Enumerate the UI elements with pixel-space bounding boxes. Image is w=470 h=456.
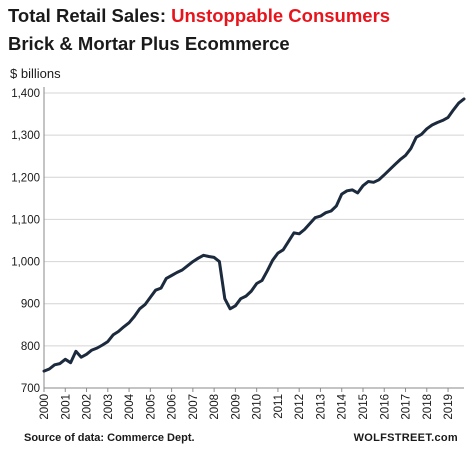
x-tick-label: 2017	[401, 394, 413, 420]
x-tick-label: 2006	[167, 394, 179, 420]
x-tick-label: 2008	[209, 394, 221, 420]
x-tick-label: 2001	[60, 394, 72, 420]
x-tick-label: 2019	[443, 394, 455, 420]
x-tick-label: 2003	[103, 394, 115, 420]
x-tick-label: 2007	[188, 394, 200, 420]
x-tick-label: 2014	[337, 393, 349, 419]
y-tick-label: 1,100	[11, 214, 40, 226]
x-tick-label: 2013	[315, 394, 327, 420]
x-tick-label: 2016	[379, 394, 391, 420]
x-tick-label: 2002	[82, 394, 94, 420]
y-axis-unit-label: $ billions	[10, 66, 61, 81]
y-tick-label: 1,300	[11, 130, 40, 142]
title-prefix: Total Retail Sales:	[8, 5, 166, 26]
y-tick-label: 700	[21, 383, 40, 395]
y-tick-label: 1,000	[11, 257, 40, 269]
chart-subtitle: Brick & Mortar Plus Ecommerce	[8, 33, 290, 54]
grid-lines	[44, 92, 464, 347]
axes	[43, 87, 464, 389]
y-tick-label: 1,400	[11, 88, 40, 100]
retail-sales-line	[42, 97, 466, 373]
x-tick-label: 2010	[252, 394, 264, 420]
x-tick-label: 2000	[39, 394, 51, 420]
y-tick-label: 1,200	[11, 172, 40, 184]
y-axis-ticks: 700 800 900 1,000 1,100 1,200 1,300 1,400	[11, 88, 40, 395]
x-tick-label: 2005	[145, 394, 157, 420]
chart-title: Total Retail Sales: Unstoppable Consumer…	[8, 5, 390, 27]
x-tick-label: 2011	[273, 394, 285, 419]
brand-credit: WOLFSTREET.com	[353, 432, 458, 444]
y-tick-label: 900	[21, 299, 40, 311]
x-tick-label: 2018	[422, 394, 434, 420]
x-tick-label: 2009	[230, 394, 242, 420]
x-tick-label: 2015	[358, 394, 370, 420]
x-axis-ticks: 2000 2001 2002 2003 2004 2005 2006 2007 2008 2009…	[39, 388, 455, 420]
title-highlight: Unstoppable Consumers	[171, 5, 391, 26]
y-tick-label: 800	[21, 341, 40, 353]
x-tick-label: 2012	[294, 394, 306, 420]
source-note: Source of data: Commerce Dept.	[24, 432, 195, 444]
x-tick-label: 2004	[124, 393, 136, 419]
series-group	[42, 97, 466, 373]
